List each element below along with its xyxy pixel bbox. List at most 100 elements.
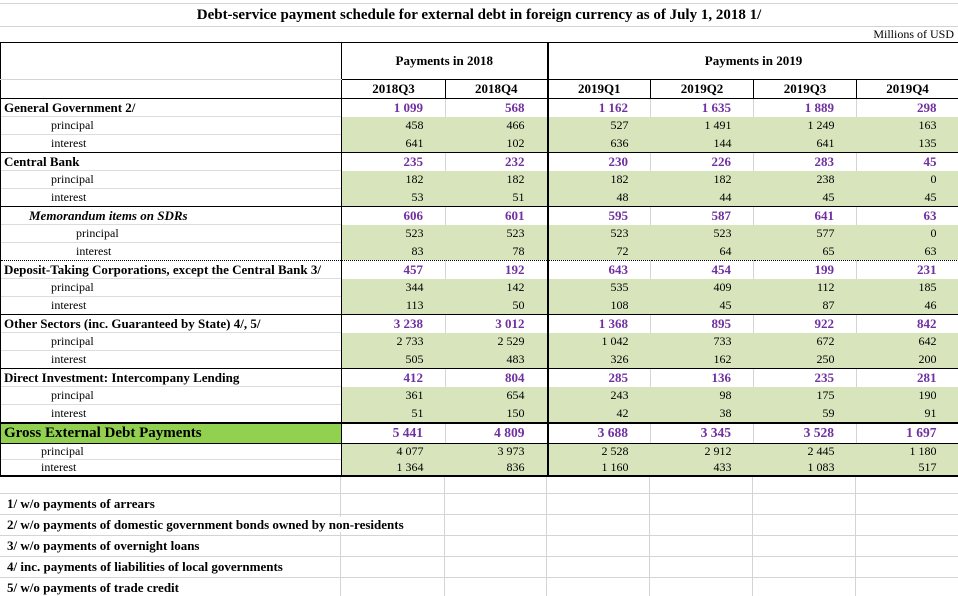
interest-row: interest 51 150 42 38 59 91 [0,404,958,423]
cell: 231 [856,260,958,279]
cell: 5 441 [341,421,446,444]
cell: 1 099 [341,98,446,117]
cell: 98 [650,386,754,405]
principal-row: principal 523 523 523 523 577 0 [0,224,958,243]
cell: 45 [856,152,958,171]
cell: 150 [445,404,548,423]
cell: 235 [341,152,446,171]
cell: 1 491 [650,116,754,135]
cell: 113 [341,296,446,315]
column-header: 2019Q2 [650,79,754,99]
cell: 326 [546,350,651,369]
debt-schedule-table: Payments in 2018 Payments in 2019 2018Q3… [0,42,958,477]
principal-row: principal 2 733 2 529 1 042 733 672 642 [0,332,958,351]
principal-row: principal 361 654 243 98 175 190 [0,386,958,405]
cell: 523 [341,224,446,243]
cell: 641 [753,134,857,153]
row-label: Other Sectors (inc. Guaranteed by State)… [0,314,342,333]
cell: 226 [650,152,754,171]
section-header-row: Central Bank 235 232 230 226 283 45 [0,152,958,171]
section-header-row: Direct Investment: Intercompany Lending 4… [0,368,958,387]
cell: 190 [856,386,958,405]
cell: 642 [856,332,958,351]
cell: 3 688 [546,421,651,444]
cell: 483 [445,350,548,369]
cell: 1 697 [856,421,958,444]
interest-row: interest 641 102 636 144 641 135 [0,134,958,153]
cell: 162 [650,350,754,369]
cell: 641 [341,134,446,153]
cell: 51 [341,404,446,423]
cell: 2 912 [650,443,754,460]
interest-row: interest 505 483 326 162 250 200 [0,350,958,369]
cell: 672 [753,332,857,351]
cell: 3 528 [753,421,857,444]
cell: 285 [546,368,651,387]
page-title: Debt-service payment schedule for extern… [196,7,762,23]
row-label: interest [0,242,342,261]
footnote: 1/ w/o payments of arrears [0,494,958,515]
cell: 230 [546,152,651,171]
cell: 4 809 [445,421,548,444]
cell: 344 [341,278,446,297]
cell: 1 635 [650,98,754,117]
cell: 78 [445,242,548,261]
cell: 1 042 [546,332,651,351]
cell: 46 [856,296,958,315]
cell: 3 238 [341,314,446,333]
cell: 458 [341,116,446,135]
cell: 523 [650,224,754,243]
interest-row: interest 113 50 108 45 87 46 [0,296,958,315]
principal-row: principal 182 182 182 182 238 0 [0,170,958,189]
footnote: 2/ w/o payments of domestic government b… [0,515,958,536]
cell: 433 [650,459,754,477]
cell: 4 077 [341,443,446,460]
cell: 281 [856,368,958,387]
row-label: principal [0,443,342,460]
cell: 895 [650,314,754,333]
cell: 595 [546,206,651,225]
cell: 192 [445,260,548,279]
interest-row: interest 1 364 836 1 160 433 1 083 517 [0,459,958,477]
cell: 3 345 [650,421,754,444]
cell: 283 [753,152,857,171]
cell: 577 [753,224,857,243]
row-label: principal [0,386,342,405]
cell: 200 [856,350,958,369]
cell: 87 [753,296,857,315]
column-header: 2019Q4 [856,79,958,99]
cell: 72 [546,242,651,261]
cell: 1 160 [546,459,651,477]
footnote: 3/ w/o payments of overnight loans [0,536,958,557]
cell: 2 733 [341,332,446,351]
cell: 0 [856,224,958,243]
cell: 412 [341,368,446,387]
empty-row [0,477,958,494]
year-group-2019: Payments in 2019 [547,42,958,80]
row-label: principal [0,278,342,297]
cell: 2 529 [445,332,548,351]
cell: 232 [445,152,548,171]
cell: 112 [753,278,857,297]
cell: 636 [546,134,651,153]
row-label: interest [0,350,342,369]
row-label: interest [0,134,342,153]
gross-total-row: Gross External Debt Payments 5 441 4 809 3 … [0,421,958,444]
units-label: Millions of USD [873,27,954,41]
interest-row: interest 83 78 72 64 65 63 [0,242,958,261]
cell: 409 [650,278,754,297]
cell: 108 [546,296,651,315]
cell: 527 [546,116,651,135]
units-row: Millions of USD [0,26,958,42]
cell: 517 [856,459,958,477]
cell: 45 [856,188,958,207]
cell: 48 [546,188,651,207]
cell: 182 [546,170,651,189]
cell: 804 [445,368,548,387]
cell: 175 [753,386,857,405]
cell: 1 162 [546,98,651,117]
year-group-2018: Payments in 2018 [341,42,549,80]
cell: 136 [650,368,754,387]
cell: 44 [650,188,754,207]
cell: 587 [650,206,754,225]
